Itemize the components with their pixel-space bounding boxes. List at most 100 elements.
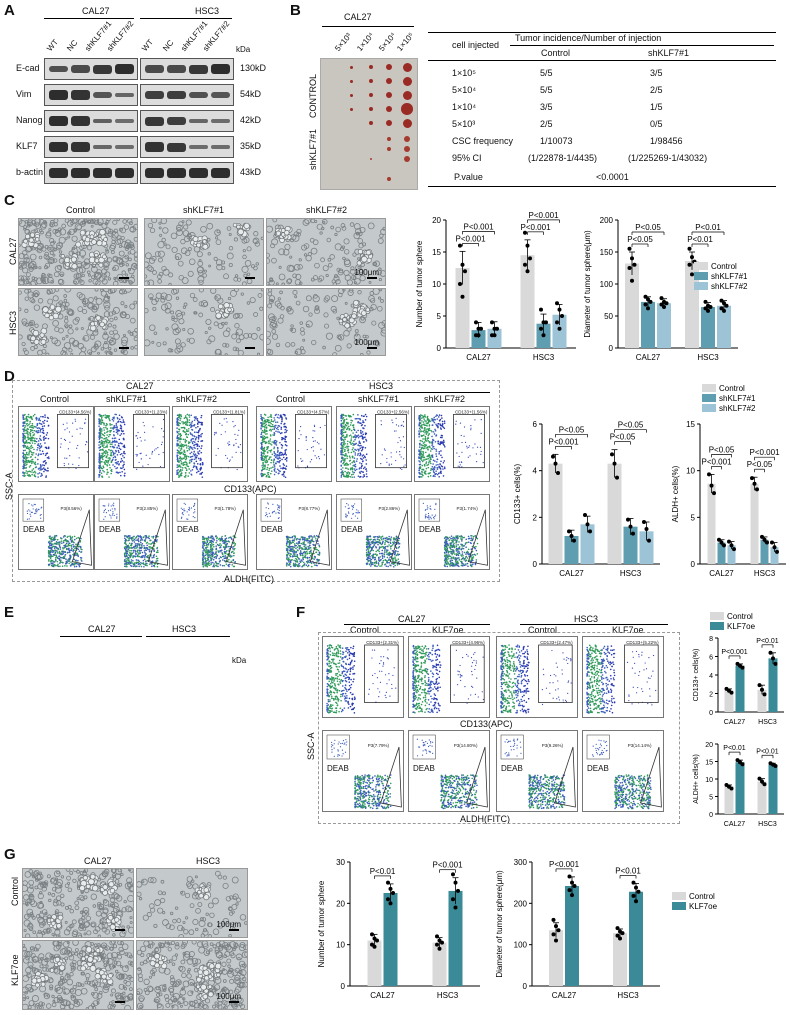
blot-band [167, 167, 186, 179]
y-tick-label: 0 [609, 344, 614, 353]
g-row-control: Control [10, 876, 20, 906]
data-point [479, 326, 483, 331]
tumor [386, 146, 392, 152]
chart-c2: 0 50 100 150 200 Diameter of tumor sphere(μm)… [583, 216, 748, 362]
tumor [403, 155, 411, 163]
sphere-image [144, 288, 264, 356]
svg-text:P3(1.78%): P3(1.78%) [214, 506, 236, 511]
x-tick-label: HSC3 [758, 719, 777, 726]
p-value-label: P<0.05 [709, 445, 735, 454]
table-cell: CSC frequency [452, 136, 514, 146]
p-value-label: P<0.01 [756, 748, 778, 755]
data-point [773, 764, 778, 769]
y-tick-label: 50 [604, 312, 613, 321]
data-point [618, 936, 622, 941]
data-point [474, 320, 478, 325]
facs-aldh-plot: P3(14.80%) DEAB [408, 730, 490, 812]
data-point [642, 520, 646, 524]
y-tick-label: 0 [437, 344, 442, 353]
data-point [628, 524, 633, 529]
data-point [727, 539, 731, 544]
sphere-image [22, 868, 134, 938]
lane-label: WT [45, 37, 60, 53]
tumor [369, 121, 373, 125]
x-tick-label: CAL27 [724, 719, 746, 726]
p-value-label: P<0.001 [455, 234, 486, 243]
sphere-image [18, 288, 138, 356]
p-value-label: P<0.01 [723, 745, 745, 752]
data-point [539, 326, 543, 331]
tumor [386, 120, 392, 126]
dose-label: 1×10⁵ [395, 30, 416, 53]
data-point [572, 538, 576, 543]
data-point [557, 307, 562, 312]
tumor [401, 103, 413, 115]
data-point [709, 483, 714, 488]
f-ssc-label: SSC-A [306, 732, 316, 760]
bar [448, 890, 463, 986]
data-point [525, 269, 530, 274]
data-point [555, 301, 559, 306]
y-tick-label: 150 [600, 248, 614, 257]
y-axis-label: CD133+ cells(%) [513, 464, 522, 525]
facs-col-label: Control [276, 394, 306, 404]
y-tick-label: 5 [437, 312, 442, 321]
bar [641, 301, 655, 348]
blot-strip [140, 84, 234, 106]
data-point [539, 307, 543, 312]
svg-text:CD133+(1.81%): CD133+(1.81%) [213, 410, 246, 415]
c-col-sh2: shKLF7#2 [306, 205, 348, 215]
f-group-hsc3: HSC3 [574, 614, 599, 624]
y-tick-label: 200 [600, 216, 614, 225]
facs-aldh-plot: P3(1.74%) DEAB [414, 494, 490, 570]
tumor [386, 78, 392, 84]
bar [580, 524, 595, 564]
data-point [560, 314, 564, 318]
data-point [460, 262, 465, 267]
bar [455, 268, 470, 348]
data-point [760, 779, 764, 784]
data-point [391, 891, 395, 895]
x-tick-label: CAL27 [552, 991, 577, 1000]
data-point [690, 272, 694, 277]
x-tick-label: HSC3 [620, 569, 642, 578]
data-point [729, 543, 734, 548]
y-tick-label: 8 [709, 636, 713, 643]
data-point [722, 543, 726, 548]
data-point [463, 269, 467, 274]
data-point [762, 692, 767, 697]
data-point [757, 776, 762, 781]
p-value-label: P<0.01 [695, 223, 721, 232]
blot-band [115, 145, 134, 149]
p-value-label: P<0.001 [721, 649, 747, 656]
tumor-photo [320, 58, 418, 190]
lane-label: NC [161, 38, 176, 53]
data-point [634, 899, 638, 904]
data-point [722, 308, 726, 313]
data-point [762, 537, 767, 542]
size-label: 35kD [240, 141, 262, 151]
table-cell: 5/5 [540, 68, 553, 78]
e-kda-label: kDa [232, 656, 247, 665]
facs-aldh-plot: P3(2.85%) DEAB [94, 494, 170, 570]
blot-band [71, 116, 90, 126]
table-header-left: cell injected [452, 40, 500, 50]
data-point [717, 537, 721, 542]
data-point [750, 476, 754, 481]
data-point [722, 301, 726, 306]
data-point [615, 475, 619, 480]
y-tick-label: 200 [514, 899, 528, 908]
legend-swatch [702, 404, 716, 412]
legend-label: shKLF7#1 [711, 272, 748, 281]
data-point [648, 299, 653, 304]
y-tick-label: 4 [533, 467, 538, 476]
bar [623, 526, 638, 564]
blot-band [93, 144, 112, 150]
bar [548, 463, 563, 564]
table-cell: 5/5 [540, 85, 553, 95]
data-point [644, 527, 649, 531]
blot-band [211, 167, 230, 179]
chart-f1: 0 2 4 6 8 CD133+ cells(%) CAL27 HSC3 P<0.001 P<0.… [693, 612, 784, 726]
data-point [435, 942, 439, 947]
blot-band [211, 119, 230, 123]
